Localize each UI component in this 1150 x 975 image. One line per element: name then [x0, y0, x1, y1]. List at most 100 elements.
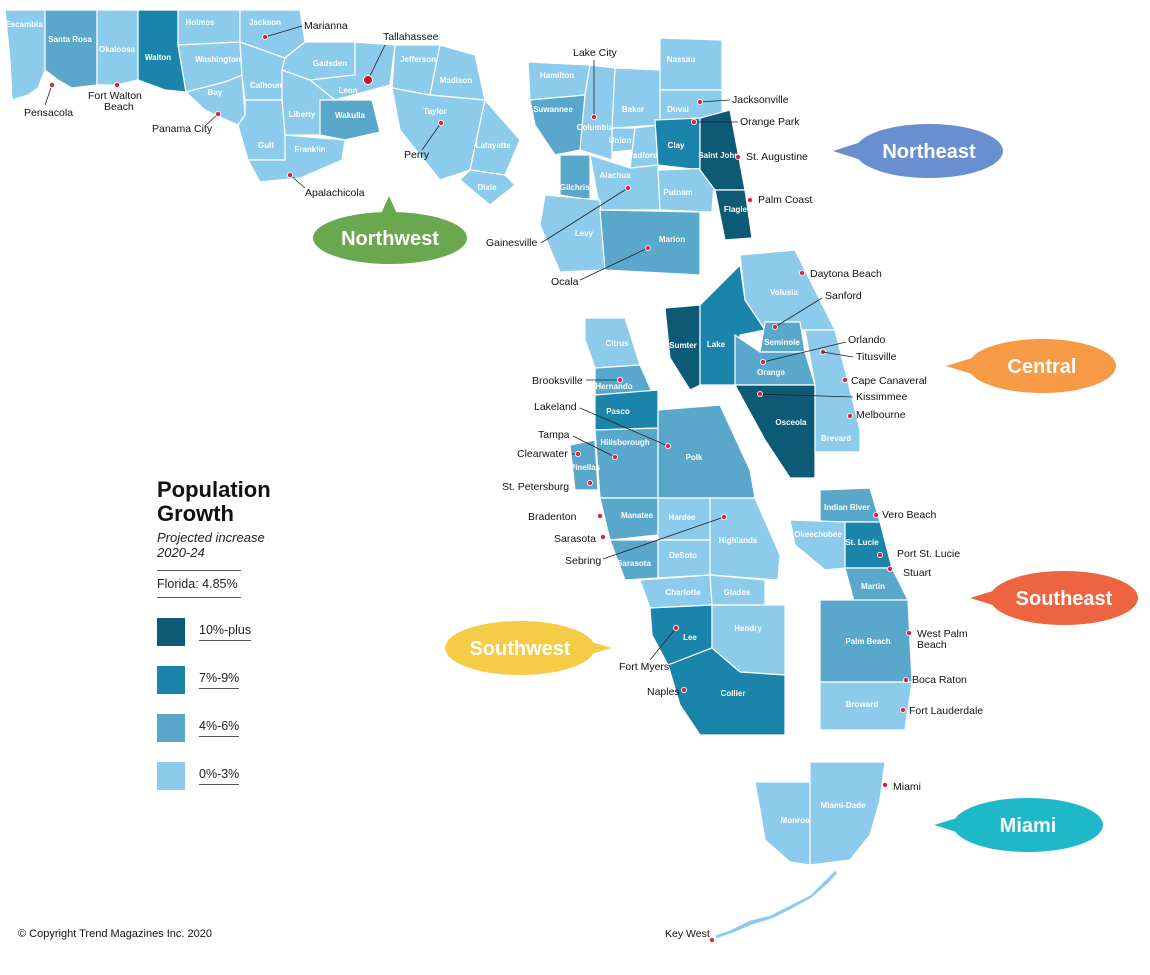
legend-swatch-0-3 [157, 762, 185, 790]
legend: Population Growth Projected increase 202… [157, 478, 287, 790]
county-label-jackson: Jackson [249, 18, 281, 27]
county-label-indian-river: Indian River [824, 503, 870, 512]
city-dot-gainesville [625, 184, 632, 191]
county-label-gadsden: Gadsden [313, 59, 347, 68]
city-label-bradenton: Bradenton [528, 511, 577, 523]
city-dot-marianna [261, 34, 268, 41]
county-dixie [459, 169, 516, 206]
city-dot-palm-coast [747, 196, 754, 203]
northeast-panel: Hamilton Suwannee Columbia Baker Union B… [527, 37, 753, 276]
city-dot-sebring [721, 514, 728, 521]
florida-keys [714, 869, 839, 940]
city-dot-fort-myers [673, 625, 680, 632]
city-dot-ocala [645, 244, 652, 251]
county-okaloosa [96, 9, 139, 86]
county-label-washington: Washington [195, 55, 241, 64]
legend-swatch-4-6 [157, 714, 185, 742]
county-suwannee [529, 94, 586, 156]
county-label-bradford: Bradford [624, 151, 658, 160]
region-bubble-miami [953, 798, 1103, 852]
region-label-central: Central [946, 339, 1116, 393]
county-label-union: Union [609, 136, 632, 145]
city-label-vero-beach: Vero Beach [882, 509, 936, 521]
county-label-leon: Leon [338, 86, 357, 95]
city-label-st-augustine: St. Augustine [746, 151, 808, 163]
region-bubble-pointer-northwest [380, 196, 398, 216]
city-label-brooksville: Brooksville [532, 375, 583, 387]
city-label-palm-coast: Palm Coast [758, 194, 812, 206]
county-label-gulf: Gulf [258, 141, 274, 150]
city-dot-sanford [772, 323, 779, 330]
region-text-southwest: Southwest [469, 638, 570, 660]
county-label-volusia: Volusia [770, 288, 798, 297]
city-dot-tampa [612, 453, 619, 460]
region-bubble-pointer-miami [934, 817, 960, 833]
city-label-lake-city: Lake City [573, 47, 618, 59]
county-label-pasco: Pasco [606, 407, 630, 416]
county-label-taylor: Taylor [423, 107, 446, 116]
city-label-naples: Naples [647, 686, 680, 698]
region-bubble-southwest [445, 621, 595, 675]
county-osceola [733, 384, 816, 479]
city-label-orange-park: Orange Park [740, 116, 800, 128]
county-label-putnam: Putnam [663, 188, 692, 197]
city-dot-bradenton [597, 513, 604, 520]
county-okeechobee [789, 519, 846, 571]
county-columbia [579, 64, 616, 161]
county-label-pinellas: Pinellas [570, 463, 601, 472]
county-label-duval: Duval [667, 105, 689, 114]
city-label-clearwater: Clearwater [517, 448, 568, 460]
city-dot-pensacola [49, 82, 56, 89]
city-label-apalachicola: Apalachicola [305, 187, 365, 199]
city-label-sanford: Sanford [825, 290, 862, 302]
county-label-suwannee: Suwannee [533, 105, 573, 114]
legend-row-0-3: 0%-3% [157, 762, 287, 790]
county-gilchrist [559, 154, 591, 201]
county-label-holmes: Holmes [186, 18, 215, 27]
city-label-jacksonville: Jacksonville [732, 94, 789, 106]
county-label-liberty: Liberty [289, 110, 316, 119]
region-text-northeast: Northeast [882, 141, 976, 163]
city-dot-lake-city [591, 114, 598, 121]
county-label-columbia: Columbia [577, 123, 614, 132]
copyright-text: Copyright Trend Magazines Inc. 2020 [29, 928, 212, 940]
county-gulf [237, 99, 286, 161]
region-bubble-central [968, 339, 1116, 393]
county-label-clay: Clay [668, 141, 685, 150]
legend-label-10-plus: 10%-plus [199, 623, 252, 641]
county-label-sumter: Sumter [669, 341, 697, 350]
county-madison [429, 44, 486, 101]
legend-subtitle: Projected increase 2020-24 [157, 530, 265, 560]
county-label-broward: Broward [846, 700, 879, 709]
city-dot-brooksville [617, 376, 624, 383]
county-nassau [659, 37, 723, 91]
region-bubble-northeast [855, 124, 1003, 178]
city-label-titusville: Titusville [856, 351, 897, 363]
city-label-fort-walton-1: Fort Walton [88, 90, 142, 102]
county-label-miami-dade: Miami-Dade [821, 801, 866, 810]
city-dot-st-petersburg [587, 479, 594, 486]
city-label-key-west: Key West [665, 928, 710, 940]
city-dot-perry [437, 120, 444, 127]
city-dot-orange-park [691, 119, 698, 126]
county-flagler [714, 189, 753, 241]
legend-label-4-6: 4%-6% [199, 719, 240, 737]
county-label-polk: Polk [686, 453, 703, 462]
city-dot-cape-canaveral [842, 376, 849, 383]
county-label-nassau: Nassau [667, 55, 696, 64]
county-orange [734, 333, 816, 386]
city-label-boca-raton: Boca Raton [912, 674, 967, 686]
county-label-walton: Walton [145, 53, 171, 62]
city-label-pensacola: Pensacola [24, 107, 73, 119]
county-label-lafayette: Lafayette [475, 141, 511, 150]
county-label-collier: Collier [721, 689, 746, 698]
county-baker [611, 67, 661, 129]
legend-label-0-3: 0%-3% [199, 767, 240, 785]
county-label-lake: Lake [707, 340, 726, 349]
capital-star-icon [363, 75, 373, 85]
county-label-hardee: Hardee [668, 513, 696, 522]
county-label-monroe: Monroe [781, 816, 810, 825]
county-label-jefferson: Jefferson [400, 55, 436, 64]
county-label-seminole: Seminole [764, 338, 800, 347]
